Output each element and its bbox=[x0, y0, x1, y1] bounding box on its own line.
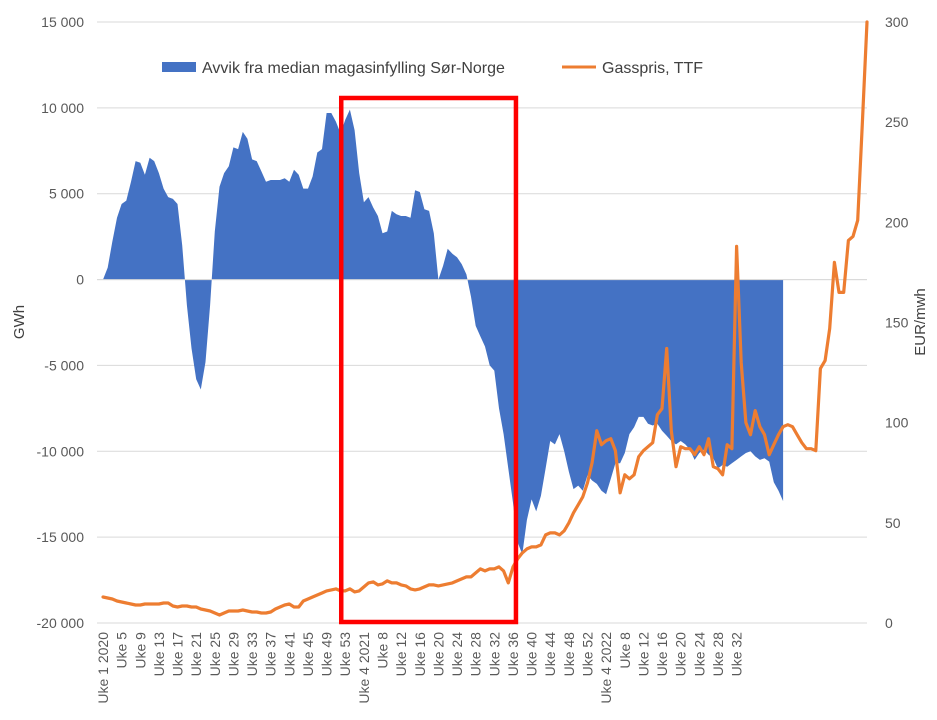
x-tick-label: Uke 24 bbox=[691, 632, 707, 677]
legend-label-area: Avvik fra median magasinfylling Sør-Norg… bbox=[202, 60, 505, 77]
x-tick-label: Uke 37 bbox=[263, 632, 279, 677]
left-tick-label: -10 000 bbox=[37, 443, 85, 459]
x-tick-label: Uke 52 bbox=[580, 632, 596, 677]
x-tick-label: Uke 53 bbox=[337, 632, 353, 677]
left-tick-label: 15 000 bbox=[41, 14, 84, 30]
x-axis-ticks: Uke 1 2020 Uke 5 Uke 9 Uke 13 Uke 17 Uke 21 Uk… bbox=[95, 632, 745, 704]
x-tick-label: Uke 17 bbox=[170, 632, 186, 677]
left-tick-label: -20 000 bbox=[37, 615, 85, 631]
right-tick-label: 0 bbox=[885, 615, 893, 631]
left-tick-label: 0 bbox=[76, 272, 84, 288]
x-tick-label: Uke 1 2020 bbox=[95, 632, 111, 704]
x-tick-label: Uke 48 bbox=[561, 632, 577, 677]
x-tick-label: Uke 21 bbox=[188, 632, 204, 677]
legend-label-line: Gasspris, TTF bbox=[602, 60, 703, 77]
x-tick-label: Uke 16 bbox=[412, 632, 428, 677]
x-tick-label: Uke 13 bbox=[151, 632, 167, 677]
x-tick-label: Uke 25 bbox=[207, 632, 223, 677]
right-tick-label: 100 bbox=[885, 415, 909, 431]
area-series-layer bbox=[103, 109, 784, 555]
right-tick-label: 300 bbox=[885, 14, 909, 30]
legend: Avvik fra median magasinfylling Sør-Norg… bbox=[162, 60, 703, 77]
x-tick-label: Uke 29 bbox=[225, 632, 241, 677]
x-tick-label: Uke 24 bbox=[449, 632, 465, 677]
right-tick-label: 250 bbox=[885, 114, 909, 130]
x-tick-label: Uke 32 bbox=[729, 632, 745, 677]
x-tick-label: Uke 5 bbox=[114, 632, 130, 669]
right-tick-label: 150 bbox=[885, 315, 909, 331]
right-axis-ticks: 300 250 200 150 100 50 0 bbox=[885, 14, 909, 631]
x-tick-label: Uke 45 bbox=[300, 632, 316, 677]
left-tick-label: 5 000 bbox=[49, 186, 84, 202]
highlight-box-layer bbox=[338, 95, 519, 625]
x-tick-label: Uke 12 bbox=[635, 632, 651, 677]
x-tick-label: Uke 4 2021 bbox=[356, 632, 372, 704]
left-tick-label: -15 000 bbox=[37, 529, 85, 545]
x-tick-label: Uke 40 bbox=[524, 632, 540, 677]
x-tick-label: Uke 9 bbox=[132, 632, 148, 669]
x-tick-label: Uke 33 bbox=[244, 632, 260, 677]
right-tick-label: 50 bbox=[885, 515, 901, 531]
left-axis-title: GWh bbox=[11, 305, 28, 339]
right-axis-title: EUR/mwh bbox=[912, 288, 929, 356]
x-tick-label: Uke 16 bbox=[654, 632, 670, 677]
legend-swatch-area bbox=[162, 62, 196, 72]
line-series-gas-price bbox=[101, 20, 869, 617]
x-tick-label: Uke 28 bbox=[710, 632, 726, 677]
x-tick-label: Uke 41 bbox=[281, 632, 297, 677]
area-series-deviation bbox=[103, 109, 784, 555]
x-tick-label: Uke 8 bbox=[617, 632, 633, 669]
right-tick-label: 200 bbox=[885, 214, 909, 230]
x-tick-label: Uke 36 bbox=[505, 632, 521, 677]
x-tick-label: Uke 32 bbox=[486, 632, 502, 677]
left-tick-label: 10 000 bbox=[41, 100, 84, 116]
x-tick-label: Uke 4 2022 bbox=[598, 632, 614, 704]
x-tick-label: Uke 49 bbox=[319, 632, 335, 677]
x-tick-label: Uke 8 bbox=[375, 632, 391, 669]
x-tick-label: Uke 20 bbox=[430, 632, 446, 677]
x-tick-label: Uke 12 bbox=[393, 632, 409, 677]
highlight-box bbox=[338, 95, 519, 625]
left-tick-label: -5 000 bbox=[44, 357, 84, 373]
x-tick-label: Uke 44 bbox=[542, 632, 558, 677]
x-tick-label: Uke 20 bbox=[673, 632, 689, 677]
left-axis-ticks: 15 000 10 000 5 000 0 -5 000 -10 000 -15 000 -2… bbox=[37, 14, 85, 631]
line-series-layer bbox=[101, 20, 869, 617]
x-tick-label: Uke 28 bbox=[468, 632, 484, 677]
